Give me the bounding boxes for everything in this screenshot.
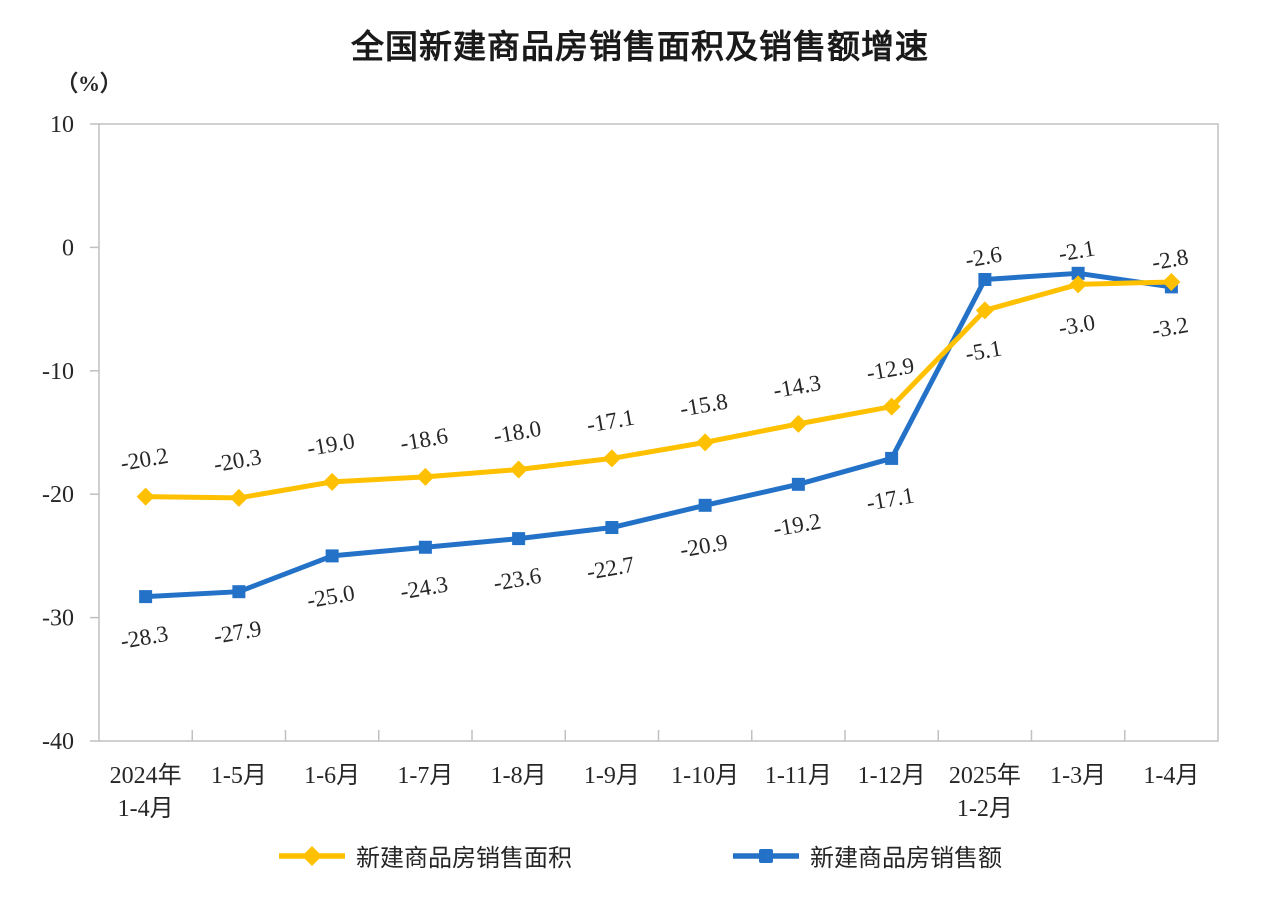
diamond-marker xyxy=(509,460,528,479)
diamond-marker xyxy=(1162,272,1181,291)
x-axis-label: 1-2月 xyxy=(957,796,1013,822)
square-marker xyxy=(232,585,246,599)
data-label: -22.7 xyxy=(585,552,637,585)
data-label: -25.0 xyxy=(305,580,357,613)
data-label: -17.1 xyxy=(585,405,637,438)
legend-item-sales-amount: 新建商品房销售额 xyxy=(732,838,1002,873)
y-tick-label: -40 xyxy=(42,729,74,755)
square-marker xyxy=(791,477,805,491)
data-label: -14.3 xyxy=(771,370,823,403)
data-label: -2.6 xyxy=(963,242,1003,273)
diamond-marker xyxy=(323,472,342,491)
legend-label-sales-amount: 新建商品房销售额 xyxy=(810,846,1002,872)
data-label: -15.8 xyxy=(678,389,730,422)
data-label: -19.0 xyxy=(305,428,357,461)
legend-swatch-amount-line-square-icon xyxy=(733,848,799,863)
square-marker xyxy=(885,451,899,465)
data-label: -18.0 xyxy=(492,416,544,449)
x-axis-label: 1-12月 xyxy=(858,763,926,789)
data-label: -27.9 xyxy=(212,616,264,649)
x-axis-label: 1-6月 xyxy=(304,763,360,789)
y-tick-label: 0 xyxy=(62,235,74,261)
data-label: -2.8 xyxy=(1150,244,1190,275)
diamond-marker xyxy=(1069,275,1088,294)
x-axis-label: 1-4月 xyxy=(1143,763,1199,789)
x-axis-label: 1-11月 xyxy=(765,763,832,789)
diamond-marker xyxy=(882,397,901,416)
y-tick-label: -20 xyxy=(42,482,74,508)
diamond-marker xyxy=(229,488,248,507)
data-label: -24.3 xyxy=(398,571,450,604)
square-marker xyxy=(698,498,712,512)
data-label: -20.3 xyxy=(212,444,264,477)
data-label: -18.6 xyxy=(398,423,450,456)
x-axis-label: 1-10月 xyxy=(671,763,739,789)
data-label: -20.2 xyxy=(119,443,171,476)
y-tick-label: -10 xyxy=(42,359,74,385)
x-axis-label: 1-3月 xyxy=(1050,763,1106,789)
series-line-area xyxy=(143,279,1174,501)
data-label: -5.1 xyxy=(963,335,1003,366)
diamond-marker xyxy=(975,301,994,320)
data-label: -3.0 xyxy=(1057,310,1097,341)
diamond-marker xyxy=(696,433,715,452)
legend-item-sales-area: 新建商品房销售面积 xyxy=(278,838,572,873)
chart-title: 全国新建商品房销售面积及销售额增速 xyxy=(351,28,929,65)
square-marker xyxy=(512,532,526,546)
data-label: -12.9 xyxy=(865,353,917,386)
x-axis-label: 1-9月 xyxy=(584,763,640,789)
x-axis-label: 2024年 xyxy=(110,762,182,789)
square-marker xyxy=(978,272,992,286)
series-line-amount xyxy=(143,270,1174,600)
diamond-marker xyxy=(602,449,621,468)
data-label: -2.1 xyxy=(1057,235,1097,266)
legend-swatch-area-line-diamond-icon xyxy=(279,845,345,866)
x-axis-label: 1-7月 xyxy=(397,763,453,789)
chart-legend: 新建商品房销售面积 新建商品房销售额 xyxy=(0,838,1280,873)
y-tick-label: 10 xyxy=(50,112,74,138)
diamond-marker xyxy=(789,414,808,433)
square-marker xyxy=(605,521,619,535)
diamond-marker xyxy=(136,487,155,506)
data-label: -3.2 xyxy=(1150,312,1190,343)
y-axis-unit-label: （%） xyxy=(56,71,123,96)
y-tick-label: -30 xyxy=(42,606,74,632)
square-marker xyxy=(325,549,339,563)
data-label: -28.3 xyxy=(119,621,171,654)
x-axis-label: 1-4月 xyxy=(118,796,174,822)
square-marker xyxy=(139,590,153,604)
x-axis-label: 1-5月 xyxy=(211,763,267,789)
square-marker xyxy=(1071,266,1085,280)
x-axis-label: 2025年 xyxy=(949,762,1021,789)
square-marker xyxy=(418,540,432,554)
plot-border xyxy=(98,123,1219,742)
diamond-marker xyxy=(416,467,435,486)
data-label: -20.9 xyxy=(678,529,730,562)
x-axis-label: 1-8月 xyxy=(491,763,547,789)
line-chart-plot: 10 0 -10 -20 -30 -40 2024年 1-4月 1-5月 1-6月 1-7月 1-8月… xyxy=(42,112,1219,822)
data-label: -23.6 xyxy=(492,563,544,596)
data-label: -19.2 xyxy=(771,508,823,541)
legend-label-sales-area: 新建商品房销售面积 xyxy=(356,846,572,872)
data-label: -17.1 xyxy=(865,483,917,516)
